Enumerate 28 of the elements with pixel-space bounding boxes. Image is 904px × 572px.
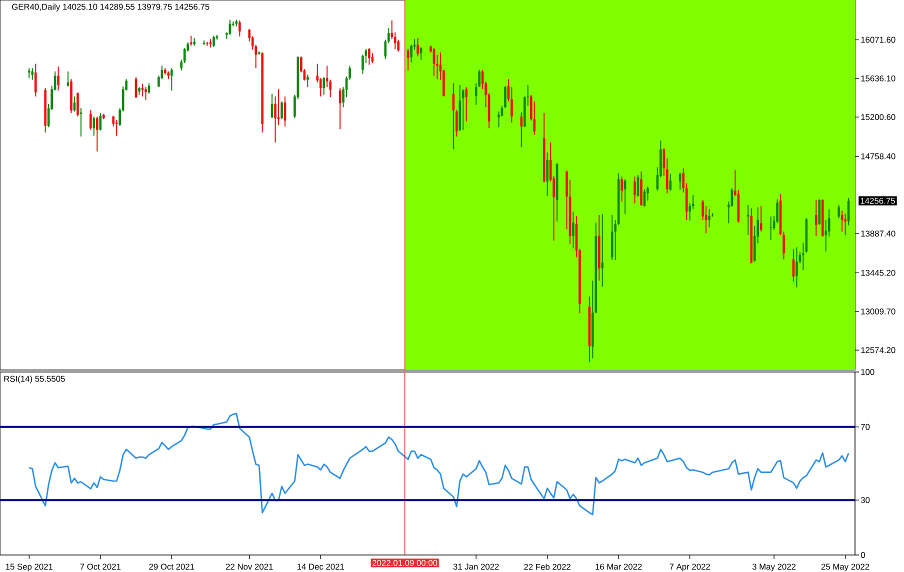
x-tick-label: 22 Feb 2022 bbox=[524, 564, 570, 570]
y-tick-label: 13445.20 bbox=[861, 270, 896, 276]
y-tick-label: 16071.60 bbox=[861, 36, 896, 43]
y-tick-label: 30 bbox=[860, 497, 870, 504]
line-series bbox=[28, 412, 850, 516]
x-tick-label: 14 Dec 2021 bbox=[297, 564, 344, 570]
x-tick-label: 15 Sep 2021 bbox=[6, 564, 53, 572]
chart-title: GER40,Daily 14025.10 14289.55 13979.75 14256.75 bbox=[12, 4, 210, 12]
x-tick-label: 25 May 2022 bbox=[821, 564, 870, 572]
x-tick-label: 29 Oct 2021 bbox=[149, 564, 194, 570]
x-tick-label: 7 Oct 2021 bbox=[80, 564, 121, 570]
y-tick-label: 13887.40 bbox=[861, 230, 896, 237]
y-tick-label: 15200.60 bbox=[861, 114, 896, 120]
x-tick-label: 7 Apr 2022 bbox=[670, 564, 710, 572]
y-tick-label: 12574.20 bbox=[861, 347, 896, 354]
text: 14256.75 bbox=[860, 198, 895, 204]
y-tick-label: 13009.70 bbox=[861, 308, 896, 314]
x-tick-label: 31 Jan 2022 bbox=[453, 564, 499, 570]
x-tick-label: 22 Nov 2021 bbox=[226, 564, 273, 570]
y-tick-label: 0 bbox=[860, 552, 865, 558]
y-tick-label: 15636.10 bbox=[861, 75, 896, 82]
y-tick-label: 70 bbox=[861, 424, 870, 430]
ref-line-label: 2022.01.09 00:00 bbox=[372, 560, 438, 566]
y-tick-label: 100 bbox=[861, 369, 874, 375]
y-tick-label: 14758.40 bbox=[861, 153, 896, 160]
chart-title: RSI(14) 55.5505 bbox=[4, 376, 65, 384]
x-tick-label: 3 May 2022 bbox=[752, 564, 796, 572]
x-tick-label: 16 Mar 2022 bbox=[596, 564, 642, 570]
